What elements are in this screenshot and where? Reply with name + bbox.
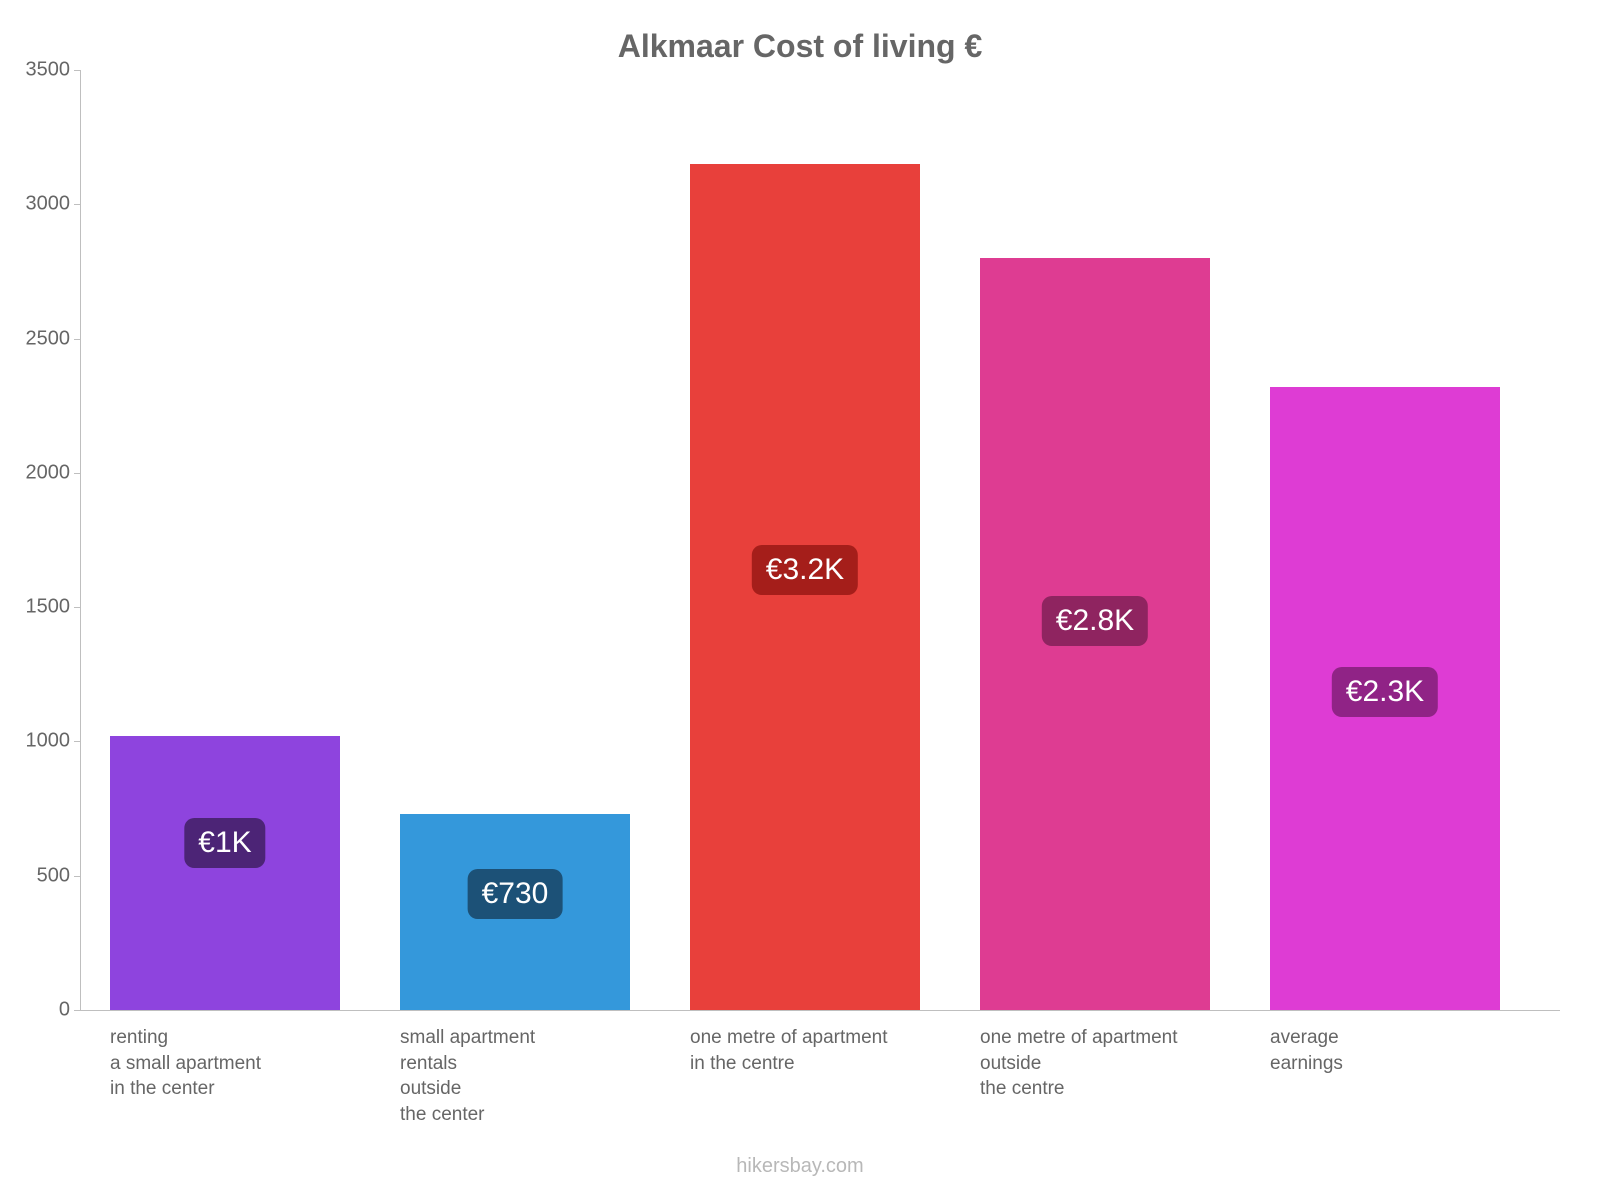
chart-container: Alkmaar Cost of living € 0 500 1000 1500 200… [0,0,1600,1200]
x-axis-label: one metre of apartment outside the centr… [980,1025,1178,1102]
bar [110,736,340,1010]
y-tick-label: 2500 [10,327,70,350]
plot-area: €1Krenting a small apartment in the cent… [80,70,1560,1010]
value-badge: €2.8K [1042,596,1148,646]
y-tick-label: 1000 [10,730,70,753]
y-tick-label: 3500 [10,59,70,82]
x-axis-label: renting a small apartment in the center [110,1025,261,1102]
x-axis-line [80,1010,1560,1011]
y-tick-label: 1500 [10,596,70,619]
y-tick-label: 3000 [10,193,70,216]
value-badge: €1K [184,818,265,868]
value-badge: €2.3K [1332,667,1438,717]
x-axis-label: one metre of apartment in the centre [690,1025,888,1076]
y-tick-label: 0 [10,999,70,1022]
x-axis-label: average earnings [1270,1025,1343,1076]
y-axis-line [80,70,81,1010]
value-badge: €3.2K [752,545,858,595]
value-badge: €730 [468,869,563,919]
chart-title: Alkmaar Cost of living € [0,28,1600,65]
attribution-text: hikersbay.com [0,1155,1600,1178]
x-axis-label: small apartment rentals outside the cent… [400,1025,535,1128]
y-tick-label: 500 [10,864,70,887]
y-tick-label: 2000 [10,461,70,484]
